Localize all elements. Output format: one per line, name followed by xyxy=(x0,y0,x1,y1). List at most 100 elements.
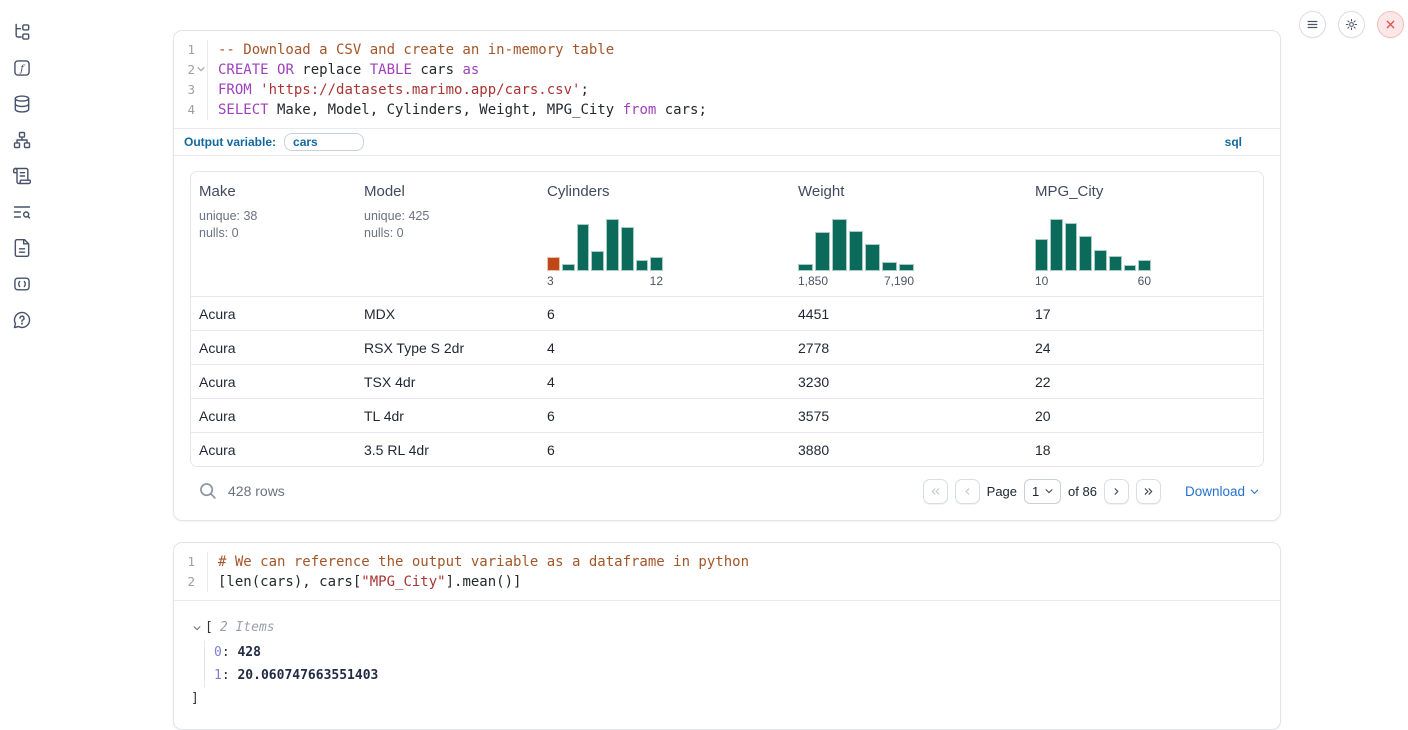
column-header-mpg-city[interactable]: MPG_City 10 60 xyxy=(1027,172,1263,296)
line-number: 1 xyxy=(174,552,208,572)
column-header-make[interactable]: Make unique: 38 nulls: 0 xyxy=(191,172,356,296)
output-variable-input[interactable] xyxy=(284,133,364,151)
line-number: 3 xyxy=(174,80,208,100)
python-cell: 1# We can reference the output variable … xyxy=(173,542,1281,730)
column-header-model[interactable]: Model unique: 425 nulls: 0 xyxy=(356,172,539,296)
dependency-graph-icon[interactable] xyxy=(12,130,32,150)
page-select[interactable]: 1 xyxy=(1024,479,1061,504)
table-footer: 428 rows Page 1 xyxy=(190,468,1264,514)
collapse-toggle[interactable] xyxy=(191,622,203,634)
fold-chevron-icon xyxy=(196,64,206,74)
table-cell: 3.5 RL 4dr xyxy=(356,433,539,466)
file-explorer-tree-icon[interactable] xyxy=(12,22,32,42)
mpg-city-min-label: 10 xyxy=(1035,274,1048,288)
table-cell: 22 xyxy=(1027,365,1263,398)
code-line[interactable]: 1-- Download a CSV and create an in-memo… xyxy=(174,40,1280,60)
page-total-label: of 86 xyxy=(1068,484,1097,499)
histogram-bar xyxy=(1109,256,1122,271)
table-cell: 20 xyxy=(1027,399,1263,432)
table-cell: Acura xyxy=(191,365,356,398)
histogram-bar xyxy=(577,224,590,271)
line-number: 1 xyxy=(174,40,208,60)
last-page-button[interactable] xyxy=(1136,479,1161,504)
mpg-city-histogram[interactable] xyxy=(1035,219,1151,271)
menu-button[interactable] xyxy=(1299,11,1326,38)
column-header-cylinders[interactable]: Cylinders 3 12 xyxy=(539,172,790,296)
help-icon[interactable] xyxy=(12,310,32,330)
svg-text:f: f xyxy=(19,64,26,75)
documentation-scroll-icon[interactable] xyxy=(12,166,32,186)
search-icon xyxy=(197,480,219,502)
sql-code-editor[interactable]: 1-- Download a CSV and create an in-memo… xyxy=(174,31,1280,128)
histogram-bar xyxy=(621,227,634,271)
output-variable-bar: Output variable: sql xyxy=(174,128,1280,156)
make-nulls-stat: nulls: 0 xyxy=(199,225,348,242)
table-cell: Acura xyxy=(191,297,356,330)
logs-search-icon[interactable] xyxy=(12,202,32,222)
page-label: Page xyxy=(987,484,1017,499)
chevron-down-icon xyxy=(192,623,202,633)
cylinders-min-label: 3 xyxy=(547,274,554,288)
table-cell: 24 xyxy=(1027,331,1263,364)
previous-page-button[interactable] xyxy=(955,479,980,504)
list-open-bracket: [ xyxy=(205,618,213,638)
histogram-bar xyxy=(832,219,847,271)
code-line[interactable]: 1# We can reference the output variable … xyxy=(174,552,1280,572)
table-cell: 3575 xyxy=(790,399,1027,432)
language-badge: sql xyxy=(1225,135,1270,149)
weight-histogram[interactable] xyxy=(798,219,914,271)
output-variable-label: Output variable: xyxy=(184,135,276,149)
histogram-bar xyxy=(1079,236,1092,271)
notebook: 1-- Download a CSV and create an in-memo… xyxy=(173,0,1281,730)
cylinders-histogram[interactable] xyxy=(547,219,663,271)
column-header-weight[interactable]: Weight 1,850 7,190 xyxy=(790,172,1027,296)
scratchpad-file-icon[interactable] xyxy=(12,238,32,258)
close-button[interactable] xyxy=(1377,11,1404,38)
histogram-bar xyxy=(899,264,914,271)
next-page-button[interactable] xyxy=(1104,479,1129,504)
weight-max-label: 7,190 xyxy=(884,274,914,288)
variables-icon[interactable]: f xyxy=(12,58,32,78)
chevron-down-icon xyxy=(1249,486,1260,497)
table-cell: Acura xyxy=(191,433,356,466)
sidebar: f xyxy=(0,0,44,729)
histogram-bar xyxy=(865,244,880,271)
window-controls xyxy=(1299,11,1404,38)
histogram-bar xyxy=(606,219,619,271)
first-page-button[interactable] xyxy=(923,479,948,504)
line-number: 2 xyxy=(174,60,208,80)
table-cell: 2778 xyxy=(790,331,1027,364)
cylinders-max-label: 12 xyxy=(650,274,663,288)
mpg-city-max-label: 60 xyxy=(1138,274,1151,288)
list-items-count: 2 Items xyxy=(220,618,275,638)
search-button[interactable] xyxy=(197,480,219,502)
table-cell: 3230 xyxy=(790,365,1027,398)
table-cell: 18 xyxy=(1027,433,1263,466)
pagination: Page 1 of 86 xyxy=(923,479,1262,504)
code-line[interactable]: 2[len(cars), cars["MPG_City"].mean()] xyxy=(174,572,1280,592)
histogram-bar xyxy=(1050,219,1063,271)
table-cell: MDX xyxy=(356,297,539,330)
histogram-bar xyxy=(1124,265,1137,271)
table-cell: TL 4dr xyxy=(356,399,539,432)
weight-min-label: 1,850 xyxy=(798,274,828,288)
sql-cell-output: Make unique: 38 nulls: 0 Model unique: 4… xyxy=(174,156,1280,520)
snippets-icon[interactable] xyxy=(12,274,32,294)
table-cell: 4 xyxy=(539,365,790,398)
settings-button[interactable] xyxy=(1338,11,1365,38)
datasources-icon[interactable] xyxy=(12,94,32,114)
gear-icon xyxy=(1345,18,1358,31)
line-number: 4 xyxy=(174,100,208,120)
python-code-editor[interactable]: 1# We can reference the output variable … xyxy=(174,543,1280,600)
download-button[interactable]: Download xyxy=(1185,484,1260,499)
